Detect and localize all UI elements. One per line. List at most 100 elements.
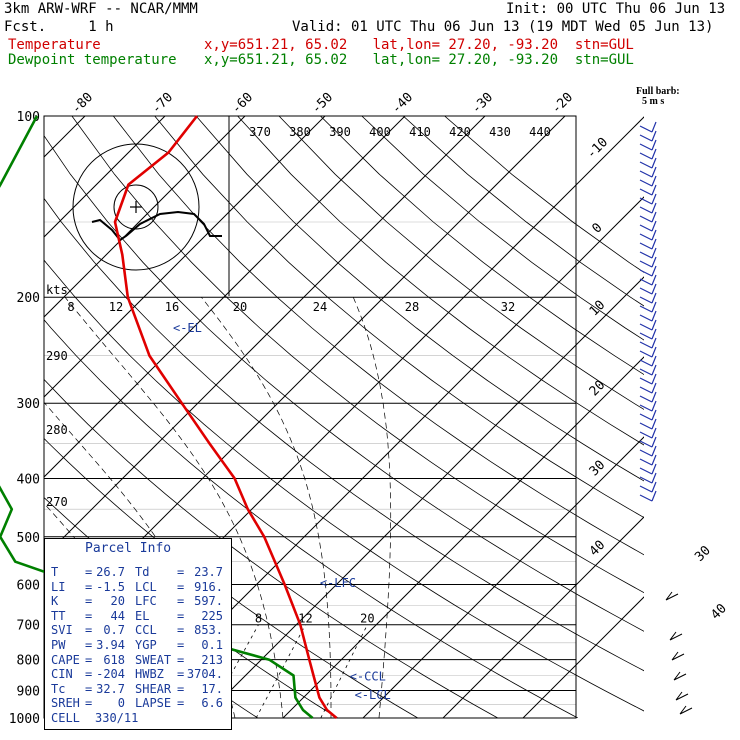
equals-sign: =: [85, 579, 93, 594]
theta-label: 400: [369, 125, 391, 139]
wind-barbs: [639, 121, 693, 715]
equals-sign: =: [177, 652, 185, 667]
wind-barb: [679, 705, 693, 715]
wind-barb: [639, 283, 657, 295]
isotherm-label: 0: [589, 220, 605, 236]
wind-barb-shaft: [639, 463, 657, 475]
wind-barb: [639, 472, 657, 484]
isotherm-label: -50: [309, 90, 336, 117]
theta-label: 410: [409, 125, 431, 139]
pressure-label: 700: [17, 619, 40, 634]
wind-barb-shaft: [639, 301, 657, 313]
wind-barb: [639, 265, 657, 277]
mixing-ratio-label: 20: [360, 612, 374, 626]
isotherm-label: 40: [708, 601, 730, 623]
parcel-param-value: 44: [110, 608, 125, 623]
wind-barb-shaft: [639, 175, 657, 187]
wind-barb-shaft: [639, 481, 657, 493]
parcel-param-value: 213: [201, 652, 223, 667]
wind-barb: [639, 202, 657, 214]
dry-adiabat: [278, 116, 644, 410]
kts-label: 12: [109, 300, 123, 314]
equals-sign: =: [85, 696, 93, 711]
wind-barb-shaft: [639, 148, 657, 160]
isotherm-line: [44, 116, 246, 318]
hodograph-inset: [72, 143, 222, 271]
equals-sign: =: [177, 667, 185, 682]
pressure-label: 300: [17, 397, 40, 412]
wind-barb-shaft: [639, 418, 657, 430]
dewpoint-location: x,y=651.21, 65.02 lat,lon= 27.20, -93.20…: [204, 52, 634, 68]
isotherm-line: [44, 116, 486, 558]
wind-barb-shaft: [639, 454, 657, 466]
pressure-label: 500: [17, 531, 40, 546]
wind-barb: [639, 220, 657, 232]
parcel-param-label: CAPE: [51, 652, 80, 667]
wind-barb-shaft: [639, 400, 657, 412]
wind-barb: [639, 130, 657, 142]
barb-legend-title: Full barb:: [636, 86, 680, 97]
wind-barb-shaft: [639, 382, 657, 394]
theta-label: 270: [46, 495, 68, 509]
isotherm-label: -10: [584, 135, 611, 162]
isotherm-line: [0, 116, 5, 718]
wind-barb: [639, 337, 657, 349]
wind-barb-shaft: [639, 328, 657, 340]
wind-barb: [639, 157, 657, 169]
equals-sign: =: [85, 608, 93, 623]
valid-time: Valid: 01 UTC Thu 06 Jun 13 (19 MDT Wed …: [292, 19, 714, 35]
wind-barb: [639, 175, 657, 187]
parcel-param-label: Tc: [51, 681, 66, 696]
dry-adiabat: [44, 319, 578, 718]
wind-barb-shaft: [639, 490, 657, 502]
parcel-param-value: 0.7: [103, 623, 125, 638]
wind-barb-shaft: [639, 310, 657, 322]
parcel-param-value: 3704.: [186, 667, 223, 682]
dry-adiabat: [0, 116, 18, 718]
equals-sign: =: [177, 638, 185, 652]
wind-barb-shaft: [639, 202, 657, 214]
wind-barb-shaft: [639, 292, 657, 304]
moist-adiabat: [352, 297, 392, 718]
kts-label: 28: [405, 300, 419, 314]
wind-barb: [639, 445, 657, 457]
equals-sign: =: [85, 623, 93, 638]
equals-sign: =: [85, 681, 93, 696]
parcel-param-label: TT: [51, 608, 66, 623]
equals-sign: =: [85, 667, 93, 682]
temperature-location: x,y=651.21, 65.02 lat,lon= 27.20, -93.20…: [204, 37, 634, 53]
wind-barb: [671, 651, 685, 661]
wind-barb-shaft: [639, 184, 657, 196]
wind-barb: [639, 355, 657, 367]
parcel-param-value: 6.6: [201, 696, 223, 711]
wind-barb-shaft: [639, 409, 657, 421]
wind-barb: [639, 310, 657, 322]
wind-barb-shaft: [639, 130, 657, 142]
dry-adiabat: [44, 259, 644, 712]
temperature-profile: [113, 115, 338, 719]
wind-barb: [639, 328, 657, 340]
wind-barb-shaft: [639, 211, 657, 223]
wind-barb-shaft: [639, 337, 657, 349]
level-marker: <-LCL: [355, 688, 391, 702]
equals-sign: =: [85, 565, 93, 579]
parcel-param-label: LI: [51, 579, 66, 594]
pressure-label: 800: [17, 654, 40, 669]
mixing-ratio-line: [320, 624, 368, 718]
parcel-param-value: 597.: [194, 594, 223, 609]
wind-barb: [639, 247, 657, 259]
level-marker: <-CCL: [350, 669, 386, 683]
cell-value: 330/11: [95, 711, 139, 725]
dry-adiabat: [44, 135, 644, 632]
isotherm-label: 30: [692, 543, 714, 565]
wind-barb-shaft: [639, 427, 657, 439]
wind-barb: [639, 139, 657, 151]
wind-barb-shaft: [639, 247, 657, 259]
mixing-ratio-label: 12: [298, 612, 312, 626]
isotherm-label: -70: [149, 90, 176, 117]
parcel-param-label: YGP: [135, 638, 157, 652]
equals-sign: =: [85, 638, 93, 652]
wind-barb: [639, 301, 657, 313]
parcel-param-label: T: [51, 565, 59, 579]
isotherm-line: [442, 516, 644, 718]
